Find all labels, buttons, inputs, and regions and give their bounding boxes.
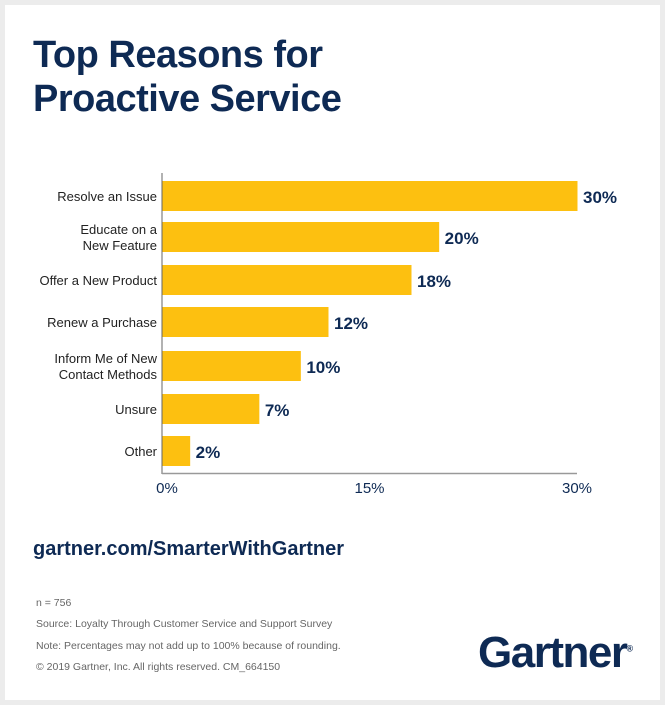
bar — [162, 436, 191, 466]
bar — [162, 265, 412, 295]
category-label: Contact Methods — [59, 367, 158, 382]
title-line-2: Proactive Service — [33, 78, 342, 120]
data-label: 20% — [445, 229, 479, 248]
data-label: 10% — [306, 358, 340, 377]
x-tick-label: 30% — [562, 480, 592, 497]
category-label: Inform Me of New — [54, 351, 157, 366]
bar — [162, 181, 578, 211]
footnote-source: Source: Loyalty Through Customer Service… — [36, 618, 333, 630]
logo-text: Gartner — [478, 628, 628, 677]
category-label: Resolve an Issue — [57, 189, 157, 204]
source-url[interactable]: gartner.com/SmarterWithGartner — [33, 538, 345, 560]
footnote-copyright: © 2019 Gartner, Inc. All rights reserved… — [36, 661, 281, 673]
category-label: Other — [124, 444, 157, 459]
logo-registered-mark: ® — [626, 643, 634, 654]
chart-title: Top Reasons for Proactive Service — [33, 33, 342, 121]
bar — [162, 394, 260, 424]
data-label: 12% — [334, 314, 368, 333]
bar — [162, 222, 440, 252]
gartner-logo: Gartner® — [478, 628, 633, 678]
x-tick-label: 0% — [156, 480, 178, 497]
data-label: 30% — [583, 188, 617, 207]
bar — [162, 351, 301, 381]
bar — [162, 307, 329, 337]
infographic-card — [5, 5, 660, 700]
footnote-note: Note: Percentages may not add up to 100%… — [36, 640, 341, 652]
data-label: 18% — [417, 272, 451, 291]
data-label: 2% — [196, 443, 221, 462]
title-line-1: Top Reasons for — [33, 34, 323, 76]
footnote-sample-size: n = 756 — [36, 597, 72, 609]
category-label: Unsure — [115, 402, 157, 417]
data-label: 7% — [265, 401, 290, 420]
category-label: Renew a Purchase — [47, 315, 157, 330]
x-tick-label: 15% — [354, 480, 384, 497]
category-label: New Feature — [83, 238, 157, 253]
category-label: Educate on a — [80, 222, 157, 237]
category-label: Offer a New Product — [39, 273, 157, 288]
